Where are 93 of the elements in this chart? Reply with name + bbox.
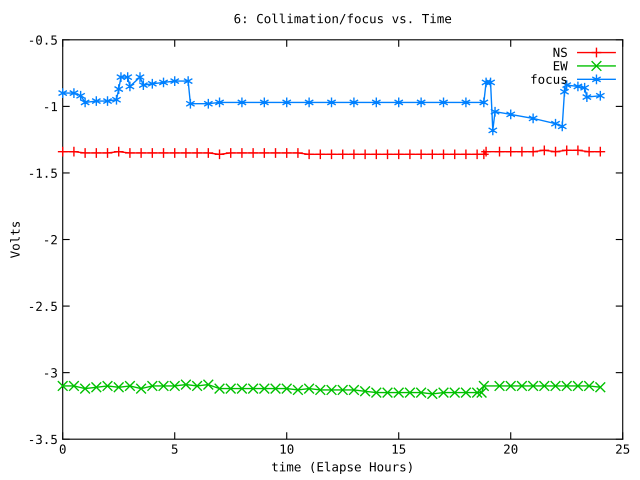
point xyxy=(192,147,203,159)
point xyxy=(393,148,404,160)
x-tick-label: 10 xyxy=(280,444,294,454)
point xyxy=(80,147,91,159)
point xyxy=(68,146,80,158)
point xyxy=(69,88,79,99)
point xyxy=(486,76,496,88)
point xyxy=(170,76,180,87)
point xyxy=(236,147,248,159)
point xyxy=(258,147,270,159)
point xyxy=(572,144,584,156)
y-tick-label: -1 xyxy=(44,102,58,112)
point xyxy=(371,96,382,108)
point xyxy=(349,96,359,108)
point xyxy=(183,76,194,87)
y-tick-label: -3.5 xyxy=(30,434,57,444)
point xyxy=(461,96,471,108)
point xyxy=(594,146,606,158)
point xyxy=(584,146,595,158)
point xyxy=(550,146,562,158)
point xyxy=(138,80,148,91)
y-tick-label: -2 xyxy=(44,235,57,244)
y-tick-label: -1.5 xyxy=(30,168,57,178)
point xyxy=(304,148,315,160)
point xyxy=(124,147,136,159)
point xyxy=(102,147,114,159)
point xyxy=(394,96,404,108)
point xyxy=(281,147,292,159)
y-tick-label: -2.5 xyxy=(30,302,57,312)
chart-title: 6: Collimation/focus vs. Time xyxy=(234,14,452,24)
point xyxy=(360,148,371,160)
point xyxy=(449,148,460,160)
point xyxy=(237,96,247,108)
x-tick-label: 0 xyxy=(60,444,66,454)
point xyxy=(416,148,427,160)
point xyxy=(169,147,180,159)
point xyxy=(292,147,304,159)
point xyxy=(370,148,382,160)
x-tick-label: 5 xyxy=(172,444,178,454)
point xyxy=(202,147,214,159)
point xyxy=(480,146,492,158)
point xyxy=(270,147,282,159)
y-tick-label: -3 xyxy=(44,368,57,378)
point xyxy=(58,88,68,99)
point xyxy=(516,146,528,158)
point xyxy=(582,92,592,103)
point xyxy=(506,108,516,120)
point xyxy=(180,147,192,159)
legend-label: focus xyxy=(531,74,566,84)
point xyxy=(146,147,158,159)
point xyxy=(460,148,472,160)
point xyxy=(478,148,490,160)
point xyxy=(314,148,326,160)
point xyxy=(282,96,292,108)
point xyxy=(57,146,68,158)
point xyxy=(185,98,196,110)
point xyxy=(478,96,489,108)
point xyxy=(80,96,90,108)
point xyxy=(114,84,124,95)
point xyxy=(304,96,314,108)
point xyxy=(478,380,490,392)
point xyxy=(348,148,360,160)
point xyxy=(538,144,550,156)
point xyxy=(337,148,348,160)
point xyxy=(494,146,506,158)
point xyxy=(476,387,488,398)
point xyxy=(136,147,147,159)
point xyxy=(438,148,450,160)
legend-label: NS xyxy=(554,48,567,58)
point xyxy=(225,147,236,159)
point xyxy=(214,148,226,160)
point xyxy=(404,148,416,160)
point xyxy=(528,146,539,158)
x-tick-label: 15 xyxy=(392,444,406,454)
point xyxy=(426,148,438,160)
point xyxy=(158,147,170,159)
x-tick-label: 25 xyxy=(616,444,630,454)
point xyxy=(326,148,338,160)
y-tick-label: -0.5 xyxy=(30,35,57,45)
point xyxy=(90,147,102,159)
point xyxy=(248,147,259,159)
point xyxy=(416,96,426,108)
point xyxy=(91,96,102,107)
point xyxy=(125,80,135,92)
legend-label: EW xyxy=(554,61,568,70)
point xyxy=(259,96,270,108)
x-axis-title: time (Elapse Hours) xyxy=(272,462,412,474)
x-tick-label: 20 xyxy=(504,444,518,454)
point xyxy=(382,148,394,160)
point xyxy=(505,146,516,158)
point xyxy=(113,146,124,158)
y-axis-title: Volts xyxy=(10,222,20,258)
point xyxy=(561,144,572,156)
